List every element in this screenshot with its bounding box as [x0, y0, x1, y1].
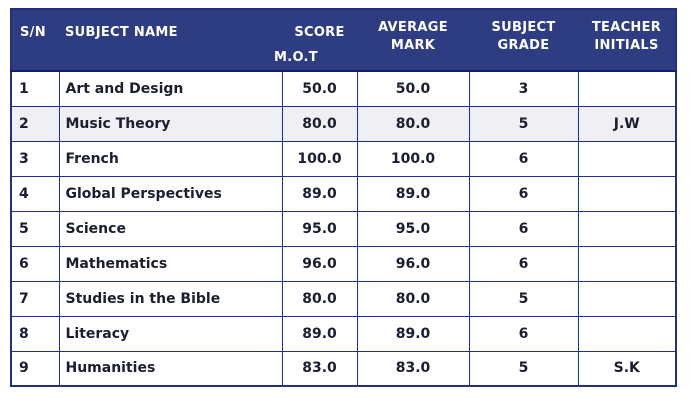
grades-table: S/N SUBJECT NAME SCORE M.O.T AVERAGE MAR…: [10, 8, 677, 387]
cell-sn: 3: [10, 140, 60, 177]
table-row: 6 Mathematics 96.0 96.0 6: [10, 245, 677, 282]
cell-average-mark: 80.0: [356, 280, 470, 317]
cell-subject-grade: 5: [468, 350, 579, 387]
cell-subject-grade: 6: [468, 210, 579, 247]
col-header-sn-label: S/N: [20, 25, 46, 40]
col-header-score-label: SCORE: [294, 25, 345, 40]
cell-sn: 4: [10, 175, 60, 212]
table-row: 7 Studies in the Bible 80.0 80.0 5: [10, 280, 677, 317]
cell-score: 80.0: [281, 280, 358, 317]
cell-teacher-initials: [577, 245, 677, 282]
cell-teacher-initials: [577, 140, 677, 177]
col-header-teacher-initials-line2: INITIALS: [594, 38, 659, 53]
cell-subject-grade: 5: [468, 105, 579, 142]
cell-subject-name: Mathematics: [58, 245, 283, 282]
cell-teacher-initials: [577, 70, 677, 107]
cell-average-mark: 89.0: [356, 315, 470, 352]
col-header-score-sublabel: M.O.T: [274, 50, 318, 65]
cell-teacher-initials: J.W: [577, 105, 677, 142]
table-row: 8 Literacy 89.0 89.0 6: [10, 315, 677, 352]
cell-sn: 7: [10, 280, 60, 317]
col-header-average-mark-line2: MARK: [390, 38, 436, 53]
cell-subject-grade: 6: [468, 245, 579, 282]
cell-subject-name: Studies in the Bible: [58, 280, 283, 317]
cell-subject-name: Science: [58, 210, 283, 247]
cell-subject-name: Music Theory: [58, 105, 283, 142]
cell-sn: 9: [10, 350, 60, 387]
cell-teacher-initials: [577, 210, 677, 247]
cell-score: 100.0: [281, 140, 358, 177]
cell-subject-name: Literacy: [58, 315, 283, 352]
cell-average-mark: 89.0: [356, 175, 470, 212]
col-header-teacher-initials: TEACHER INITIALS: [578, 9, 676, 72]
col-header-sn: S/N: [11, 9, 59, 72]
cell-score: 89.0: [281, 315, 358, 352]
cell-average-mark: 83.0: [356, 350, 470, 387]
cell-subject-grade: 5: [468, 280, 579, 317]
cell-score: 95.0: [281, 210, 358, 247]
header-row: S/N SUBJECT NAME SCORE M.O.T AVERAGE MAR…: [11, 9, 676, 72]
col-header-subject-name-label: SUBJECT NAME: [65, 25, 178, 40]
cell-average-mark: 95.0: [356, 210, 470, 247]
cell-subject-grade: 3: [468, 70, 579, 107]
cell-sn: 8: [10, 315, 60, 352]
cell-sn: 5: [10, 210, 60, 247]
cell-teacher-initials: [577, 315, 677, 352]
col-header-subject-grade-line2: GRADE: [497, 38, 550, 53]
table-body: 1 Art and Design 50.0 50.0 3 2 Music The…: [10, 70, 677, 387]
col-header-score: SCORE M.O.T: [274, 9, 357, 72]
cell-score: 80.0: [281, 105, 358, 142]
cell-subject-name: Art and Design: [58, 70, 283, 107]
cell-subject-name: Humanities: [58, 350, 283, 387]
cell-score: 83.0: [281, 350, 358, 387]
col-header-subject-grade: SUBJECT GRADE: [469, 9, 578, 72]
cell-average-mark: 80.0: [356, 105, 470, 142]
table-row: 5 Science 95.0 95.0 6: [10, 210, 677, 247]
cell-average-mark: 96.0: [356, 245, 470, 282]
cell-score: 50.0: [281, 70, 358, 107]
cell-average-mark: 100.0: [356, 140, 470, 177]
col-header-teacher-initials-line1: TEACHER: [591, 20, 662, 35]
table-row: 1 Art and Design 50.0 50.0 3: [10, 70, 677, 107]
table-row: 3 French 100.0 100.0 6: [10, 140, 677, 177]
cell-subject-name: French: [58, 140, 283, 177]
cell-subject-grade: 6: [468, 175, 579, 212]
table-row: 9 Humanities 83.0 83.0 5 S.K: [10, 350, 677, 387]
table-header: S/N SUBJECT NAME SCORE M.O.T AVERAGE MAR…: [11, 9, 676, 72]
col-header-subject-grade-line1: SUBJECT: [491, 20, 556, 35]
cell-subject-grade: 6: [468, 140, 579, 177]
cell-sn: 6: [10, 245, 60, 282]
cell-teacher-initials: [577, 280, 677, 317]
table-row: 2 Music Theory 80.0 80.0 5 J.W: [10, 105, 677, 142]
cell-subject-grade: 6: [468, 315, 579, 352]
col-header-average-mark-line1: AVERAGE: [378, 20, 448, 35]
col-header-subject-name: SUBJECT NAME: [59, 9, 282, 72]
table-row: 4 Global Perspectives 89.0 89.0 6: [10, 175, 677, 212]
cell-score: 96.0: [281, 245, 358, 282]
cell-subject-name: Global Perspectives: [58, 175, 283, 212]
cell-teacher-initials: S.K: [577, 350, 677, 387]
cell-sn: 2: [10, 105, 60, 142]
col-header-average-mark: AVERAGE MARK: [357, 9, 469, 72]
cell-average-mark: 50.0: [356, 70, 470, 107]
cell-teacher-initials: [577, 175, 677, 212]
cell-score: 89.0: [281, 175, 358, 212]
cell-sn: 1: [10, 70, 60, 107]
